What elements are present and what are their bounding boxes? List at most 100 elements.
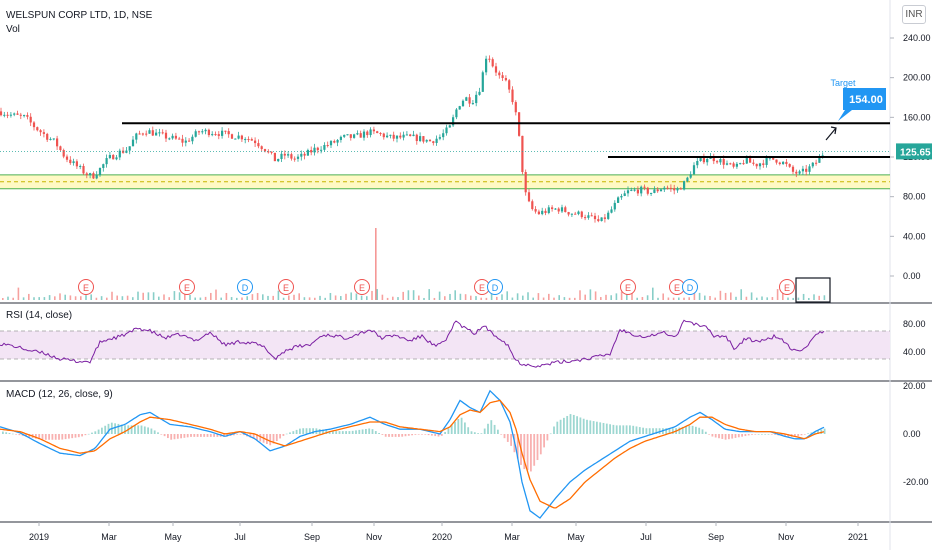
candlestick-series xyxy=(0,55,824,223)
candle-body xyxy=(237,135,240,139)
macd-histogram-bar xyxy=(437,434,440,437)
candle-body xyxy=(178,138,181,140)
candle-body xyxy=(339,136,342,140)
candle-body xyxy=(666,187,669,189)
candle-body xyxy=(425,139,428,142)
macd-histogram-bar xyxy=(543,434,545,448)
volume-bar xyxy=(750,292,753,300)
volume-bar xyxy=(766,297,768,300)
currency-button[interactable]: INR xyxy=(902,5,926,24)
candle-body xyxy=(346,134,349,136)
macd-histogram-bar xyxy=(553,426,555,434)
time-tick-label: 2020 xyxy=(432,532,452,542)
macd-histogram-bar xyxy=(404,434,407,437)
time-tick-label: 2019 xyxy=(29,532,49,542)
volume-bar xyxy=(797,297,800,300)
macd-histogram-bar xyxy=(444,432,446,434)
macd-histogram-bar xyxy=(239,434,242,435)
volume-label: Vol xyxy=(6,24,20,35)
volume-bar xyxy=(584,294,586,300)
candle-body xyxy=(316,147,319,151)
volume-highlight-box xyxy=(795,277,831,303)
candle-body xyxy=(798,171,801,174)
volume-bar xyxy=(22,297,25,300)
macd-histogram-bar xyxy=(190,434,192,437)
time-tick-label: Jul xyxy=(640,532,652,542)
candle-body xyxy=(108,155,111,159)
macd-histogram-bar xyxy=(503,434,506,439)
candle-body xyxy=(729,163,732,165)
support-zone[interactable] xyxy=(0,174,890,190)
candle-body xyxy=(815,162,818,164)
target-annotation[interactable]: 154.00 Target xyxy=(825,78,886,141)
candle-body xyxy=(138,133,141,135)
macd-histogram-bar xyxy=(579,417,582,434)
macd-histogram-bar xyxy=(328,430,331,434)
macd-histogram-bar xyxy=(737,434,740,438)
time-tick-label: 2021 xyxy=(848,532,868,542)
macd-histogram-bar xyxy=(213,434,215,437)
macd-histogram-bar xyxy=(374,431,377,434)
candle-body xyxy=(650,192,653,194)
macd-histogram-bar xyxy=(810,432,813,434)
marker-label: E xyxy=(83,283,89,293)
volume-bar xyxy=(470,295,472,300)
macd-histogram-bar xyxy=(589,420,592,434)
candle-body xyxy=(623,193,626,196)
macd-histogram-bar xyxy=(289,432,291,434)
macd-histogram-bar xyxy=(94,431,97,434)
volume-bar xyxy=(48,295,51,300)
macd-histogram-bar xyxy=(592,421,595,434)
earnings-marker xyxy=(179,279,195,295)
volume-bar xyxy=(412,290,415,300)
macd-histogram-bar xyxy=(381,434,384,435)
candle-body xyxy=(593,215,597,220)
macd-label: MACD (12, 26, close, 9) xyxy=(6,389,113,400)
volume-bar xyxy=(787,297,789,300)
macd-histogram-bar xyxy=(510,434,512,446)
candle-body xyxy=(244,139,247,141)
horizontal-levels[interactable] xyxy=(0,122,890,158)
volume-bar xyxy=(303,297,306,300)
macd-histogram-bar xyxy=(216,434,219,437)
macd-histogram-bar xyxy=(236,434,239,435)
volume-bar xyxy=(605,294,607,300)
volume-bar xyxy=(204,296,207,300)
macd-histogram-bar xyxy=(747,434,750,436)
macd-histogram-bar xyxy=(97,429,100,434)
volume-bar xyxy=(267,295,269,300)
macd-histogram-bar xyxy=(279,434,281,439)
rsi-pane xyxy=(0,319,890,368)
volume-bar xyxy=(225,292,228,300)
candle-body xyxy=(607,212,610,219)
volume-bar xyxy=(184,290,186,300)
volume-bar xyxy=(418,295,420,300)
volume-bar xyxy=(449,293,451,300)
candle-body xyxy=(181,138,184,143)
time-axis: 2019 Mar May Jul Sep Nov 2020 Mar May Jul Sep Nov 20… xyxy=(29,522,868,542)
candle-body xyxy=(131,139,135,147)
candle-body xyxy=(72,161,75,164)
macd-histogram-bar xyxy=(741,434,743,437)
candle-body xyxy=(145,133,148,135)
volume-bar xyxy=(152,292,155,300)
volume-bar xyxy=(137,291,139,300)
candle-body xyxy=(498,72,501,76)
macd-histogram-bar xyxy=(774,434,776,435)
macd-histogram-bar xyxy=(233,434,235,436)
marker-label: E xyxy=(674,283,680,293)
candle-body xyxy=(366,131,369,136)
volume-bar xyxy=(38,297,40,300)
candle-body xyxy=(227,131,230,135)
volume-bar xyxy=(662,293,664,300)
macd-histogram-bar xyxy=(718,434,720,439)
rsi-band xyxy=(0,331,890,359)
earnings-marker xyxy=(354,279,370,295)
candle-body xyxy=(722,159,725,165)
macd-histogram-bar xyxy=(460,417,463,434)
macd-histogram-bar xyxy=(200,434,202,437)
macd-histogram-bar xyxy=(586,419,588,434)
candle-body xyxy=(287,154,290,156)
